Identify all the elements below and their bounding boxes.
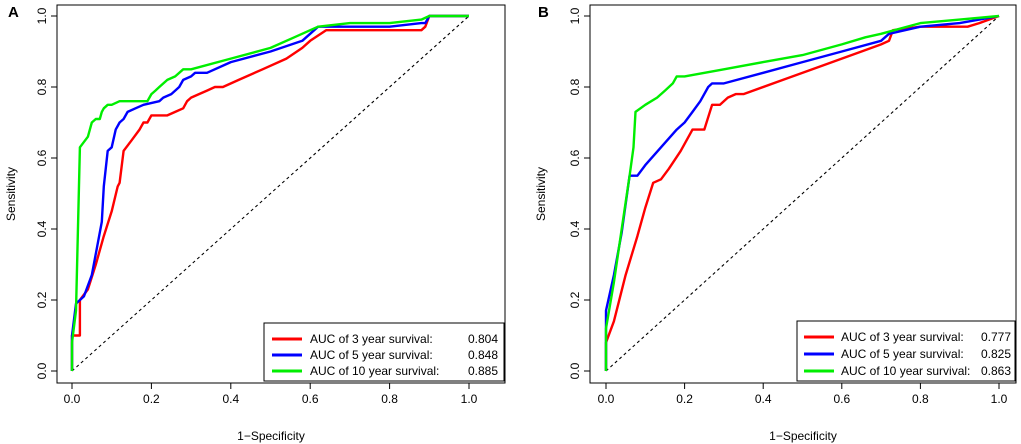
reference-diagonal [605,15,1000,372]
legend-auc-value: 0.848 [468,348,498,362]
y-tick-label: 1.0 [35,7,49,24]
x-tick-label: 0.6 [833,392,850,406]
legend-entry: AUC of 3 year survival: 0.804 [272,332,498,346]
legend-auc-value: 0.863 [981,364,1011,378]
x-tick-label: 0.4 [755,392,772,406]
legend: AUC of 3 year survival: 0.804 AUC of 5 y… [263,322,505,382]
y-tick-label: 0.6 [35,149,49,166]
legend-auc-value: 0.885 [468,364,498,378]
legend-box [263,322,505,382]
y-tick-label: 0.0 [35,362,49,379]
x-tick-label: 0.4 [222,392,239,406]
x-axis-title: 1−Specificity [237,429,305,443]
y-tick-label: 0.4 [35,220,49,237]
x-tick-label: 1.0 [461,392,478,406]
legend-label: AUC of 3 year survival: [310,332,433,346]
y-tick-label: 0.6 [568,149,582,166]
legend-label: AUC of 10 year survival: [841,364,970,378]
legend-auc-value: 0.825 [981,347,1011,361]
y-tick-label: 0.8 [35,78,49,95]
x-tick-label: 0.8 [912,392,929,406]
y-axis-title: Sensitivity [4,167,18,221]
legend-entry: AUC of 10 year survival: 0.863 [804,364,1011,378]
x-tick-label: 0.2 [676,392,693,406]
roc-panel-b: B 1−Specificity Sensitivity 0.0 0.2 0.4 0.6… [534,4,1017,443]
roc-panel-a: A 1−Specificity Sensitivity 0.0 0.2 0.4 0.6… [4,4,506,443]
legend-entry: AUC of 3 year survival: 0.777 [804,330,1011,344]
plot-frame [589,4,1017,384]
legend-entry: AUC of 5 year survival: 0.825 [804,347,1011,361]
legend-label: AUC of 3 year survival: [841,330,964,344]
x-tick-label: 0.6 [302,392,319,406]
plot-frame [56,4,506,384]
roc-curve-10-year [70,14,469,371]
y-axis-title: Sensitivity [534,167,548,221]
x-tick-label: 1.0 [991,392,1008,406]
panel-label: A [8,4,19,21]
panel-label: B [538,4,549,21]
x-tick-label: 0.8 [381,392,398,406]
y-tick-label: 0.0 [568,362,582,379]
x-tick-label: 0.0 [598,392,615,406]
legend-label: AUC of 5 year survival: [841,347,964,361]
legend-label: AUC of 5 year survival: [310,348,433,362]
y-tick-label: 0.4 [568,220,582,237]
legend-label: AUC of 10 year survival: [310,364,439,378]
legend-entry: AUC of 10 year survival: 0.885 [272,364,498,378]
x-axis-title: 1−Specificity [769,429,837,443]
legend-auc-value: 0.804 [468,332,498,346]
x-tick-label: 0.0 [64,392,81,406]
x-tick-label: 0.2 [143,392,160,406]
legend: AUC of 3 year survival: 0.777 AUC of 5 y… [796,320,1016,382]
reference-diagonal [71,15,470,372]
y-tick-label: 0.2 [568,291,582,308]
y-tick-label: 0.2 [35,291,49,308]
roc-curve-3-year [70,14,469,371]
y-tick-label: 0.8 [568,78,582,95]
y-tick-label: 1.0 [568,7,582,24]
roc-curve-10-year [604,14,1000,371]
legend-auc-value: 0.777 [981,330,1011,344]
legend-entry: AUC of 5 year survival: 0.848 [272,348,498,362]
